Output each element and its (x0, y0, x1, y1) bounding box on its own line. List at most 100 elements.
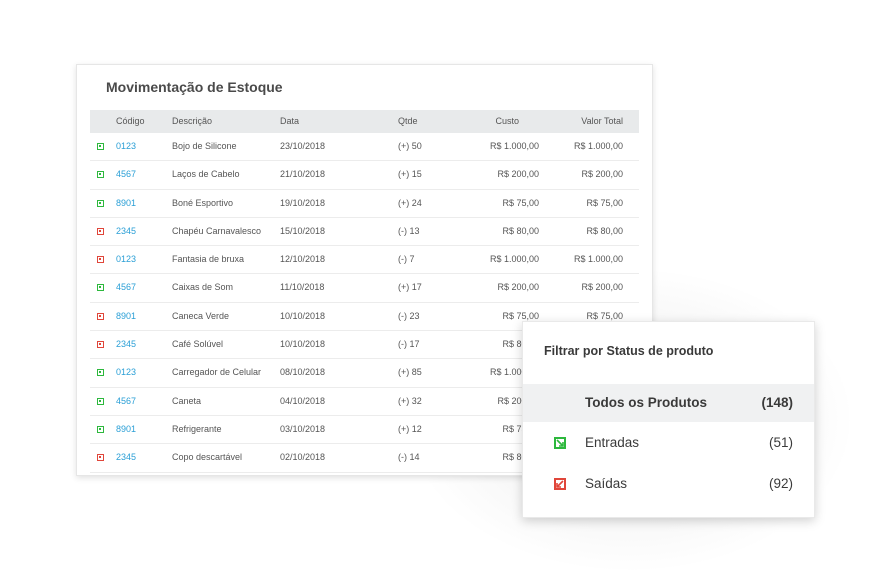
unit-cost: R$ 1.000,00 (489, 254, 539, 265)
filter-option-all-products[interactable]: Todos os Produtos (148) (523, 384, 814, 422)
movement-date: 12/10/2018 (280, 254, 326, 265)
header-quantity[interactable]: Qtde (398, 116, 418, 126)
product-code-link[interactable]: 2345 (116, 452, 137, 463)
movement-quantity: (+) 32 (398, 395, 422, 406)
entry-icon (97, 416, 104, 444)
product-description: Caneca Verde (172, 310, 230, 321)
product-code-link[interactable]: 4567 (116, 282, 137, 293)
filter-option-entries[interactable]: Entradas (51) (523, 424, 814, 462)
product-description: Laços de Cabelo (172, 169, 240, 180)
product-code-link[interactable]: 0123 (116, 141, 137, 151)
movement-quantity: (+) 15 (398, 169, 422, 180)
table-row[interactable]: 4567 Laços de Cabelo 21/10/2018 (+) 15 R$ 20… (90, 161, 639, 190)
header-cost[interactable]: Custo (495, 116, 519, 126)
filter-option-exits[interactable]: Saídas (92) (523, 465, 814, 503)
movement-date: 02/10/2018 (280, 452, 326, 463)
entry-icon (97, 190, 104, 218)
filter-option-count: (148) (761, 395, 793, 410)
unit-cost: R$ 80,00 (502, 452, 539, 463)
filter-option-count: (92) (768, 476, 793, 491)
table-row[interactable]: 8901 Caneca Verde 10/10/2018 (-) 23 R$ 75,00… (90, 303, 639, 332)
entry-icon (97, 133, 104, 161)
unit-cost: R$ 75,00 (502, 197, 539, 208)
total-value: R$ 200,00 (581, 169, 623, 180)
filter-option-count: (51) (768, 435, 793, 450)
exit-icon (97, 444, 104, 472)
unit-cost: R$ 75,00 (502, 310, 539, 321)
entry-icon (97, 171, 104, 179)
movement-quantity: (-) 23 (398, 310, 420, 321)
entry-icon (97, 425, 104, 433)
exit-icon (97, 246, 104, 274)
product-code-link[interactable]: 0123 (116, 254, 137, 265)
movement-date: 15/10/2018 (280, 225, 326, 236)
product-description: Refrigerante (172, 423, 222, 434)
movement-date: 03/10/2018 (280, 423, 326, 434)
unit-cost: R$ 1.000,00 (489, 141, 539, 151)
movement-date: 21/10/2018 (280, 169, 326, 180)
table-row[interactable]: 0123 Fantasia de bruxa 12/10/2018 (-) 7 R$ 1… (90, 246, 639, 275)
product-code-link[interactable]: 4567 (116, 395, 137, 406)
total-value: R$ 75,00 (586, 197, 623, 208)
card-title: Movimentação de Estoque (106, 79, 283, 95)
movement-date: 10/10/2018 (280, 310, 326, 321)
unit-cost: R$ 200,00 (497, 395, 539, 406)
filter-option-label: Saídas (585, 476, 628, 491)
product-description: Boné Esportivo (172, 197, 234, 208)
unit-cost: R$ 1.000,00 (489, 367, 539, 378)
entry-icon (97, 274, 104, 302)
entry-icon (97, 369, 104, 377)
product-description: Chapéu Carnavalesco (172, 225, 262, 236)
movement-date: 04/10/2018 (280, 395, 326, 406)
movement-quantity: (-) 14 (398, 452, 420, 463)
table-row[interactable]: 8901 Boné Esportivo 19/10/2018 (+) 24 R$ 75,… (90, 190, 639, 218)
product-code-link[interactable]: 4567 (116, 169, 137, 180)
filter-option-label: Entradas (585, 435, 640, 450)
stock-table: Código Descrição Data Qtde Custo Valor T… (90, 110, 639, 473)
entry-icon (97, 284, 104, 292)
total-value: R$ 75,00 (586, 310, 623, 321)
table-row[interactable]: 4567 Caixas de Som 11/10/2018 (+) 17 R$ 200,… (90, 274, 639, 303)
entry-icon (554, 437, 566, 449)
movement-date: 23/10/2018 (280, 141, 326, 151)
table-row[interactable]: 0123 Bojo de Silicone 23/10/2018 (+) 50 R$ 1… (90, 133, 639, 162)
entry-icon (97, 359, 104, 387)
total-value: R$ 1.000,00 (573, 141, 623, 151)
exit-icon (97, 218, 104, 246)
stock-movement-card: Movimentação de Estoque Código Descrição… (76, 64, 653, 476)
product-code-link[interactable]: 8901 (116, 197, 137, 208)
product-code-link[interactable]: 2345 (116, 225, 137, 236)
entry-icon (97, 199, 104, 207)
product-description: Caixas de Som (172, 282, 234, 293)
table-body: 0123 Bojo de Silicone 23/10/2018 (+) 50 R$ 1… (90, 133, 639, 473)
product-code-link[interactable]: 8901 (116, 310, 137, 321)
header-total-value[interactable]: Valor Total (581, 116, 623, 126)
entry-icon (97, 397, 104, 405)
header-code[interactable]: Código (116, 116, 145, 126)
exit-icon (97, 331, 104, 359)
movement-date: 10/10/2018 (280, 339, 326, 350)
exit-icon (97, 312, 104, 320)
total-value: R$ 1.000,00 (573, 254, 623, 265)
filter-panel-title: Filtrar por Status de produto (544, 344, 714, 358)
table-header: Código Descrição Data Qtde Custo Valor T… (90, 110, 639, 133)
movement-date: 11/10/2018 (280, 282, 325, 293)
product-description: Café Solúvel (172, 339, 224, 350)
product-description: Carregador de Celular (172, 367, 262, 378)
movement-quantity: (-) 13 (398, 225, 420, 236)
table-row[interactable]: 2345 Chapéu Carnavalesco 15/10/2018 (-) 13 R… (90, 218, 639, 247)
status-filter-panel: Filtrar por Status de produto Todos os P… (522, 321, 815, 518)
header-date[interactable]: Data (280, 116, 300, 126)
product-description: Bojo de Silicone (172, 141, 237, 151)
unit-cost: R$ 200,00 (497, 169, 539, 180)
product-code-link[interactable]: 0123 (116, 367, 137, 378)
exit-icon (554, 478, 566, 490)
movement-quantity: (+) 12 (398, 423, 422, 434)
product-code-link[interactable]: 8901 (116, 423, 137, 434)
product-description: Caneta (172, 395, 202, 406)
header-description[interactable]: Descrição (172, 116, 213, 126)
total-value: R$ 200,00 (581, 282, 623, 293)
product-code-link[interactable]: 2345 (116, 339, 137, 350)
exit-icon (97, 303, 104, 331)
total-value: R$ 80,00 (586, 225, 623, 236)
